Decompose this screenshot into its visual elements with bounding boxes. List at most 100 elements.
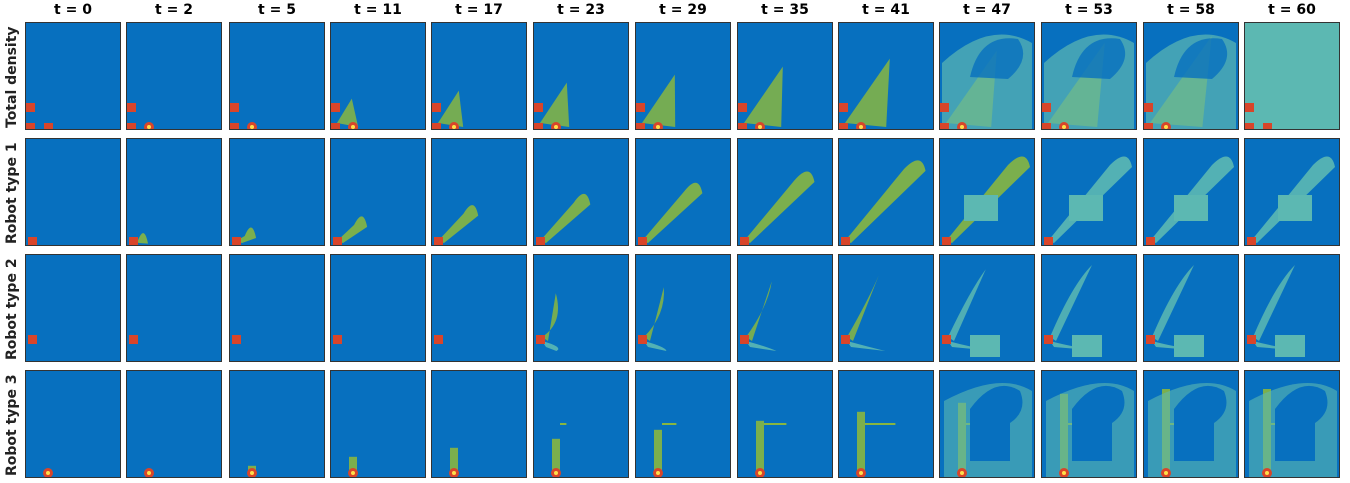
density-panel — [939, 370, 1035, 478]
density-panel — [1244, 138, 1340, 246]
density-panel — [1143, 370, 1239, 478]
density-region — [552, 438, 560, 473]
density-panel — [1244, 254, 1340, 362]
density-panel — [330, 254, 426, 362]
robot-marker — [1146, 335, 1155, 344]
density-region — [1069, 195, 1103, 221]
robot-marker — [232, 237, 241, 245]
obstacle-region — [970, 423, 1010, 461]
robot-marker — [348, 122, 358, 129]
robot-marker — [1144, 123, 1153, 129]
robot-marker — [841, 237, 850, 245]
density-map — [536, 293, 559, 351]
column-title: t = 41 — [862, 2, 910, 18]
density-map — [638, 182, 703, 245]
density-region — [644, 341, 667, 351]
obstacle-region — [1174, 423, 1214, 461]
density-region — [865, 423, 896, 425]
density-region — [970, 335, 1000, 357]
density-map — [942, 156, 1030, 245]
density-panel — [939, 22, 1035, 130]
density-panel — [431, 254, 527, 362]
robot-marker — [127, 103, 136, 112]
robot-marker — [1263, 123, 1272, 129]
robot-marker — [331, 123, 340, 129]
density-region — [1253, 341, 1305, 351]
density-map — [129, 335, 138, 344]
column-title: t = 60 — [1268, 2, 1316, 18]
density-region — [845, 160, 926, 243]
robot-marker — [26, 103, 35, 112]
column-title: t = 47 — [963, 2, 1011, 18]
density-map — [129, 233, 149, 245]
density-panel — [838, 138, 934, 246]
column-title: t = 11 — [354, 2, 402, 18]
density-panel — [25, 138, 121, 246]
density-map — [43, 468, 53, 477]
density-map — [1042, 34, 1134, 129]
column-title: t = 17 — [455, 2, 503, 18]
robot-marker — [434, 335, 443, 344]
density-region — [857, 411, 865, 473]
density-panel — [1041, 370, 1137, 478]
robot-marker — [839, 123, 848, 129]
density-region — [560, 423, 567, 425]
density-map — [232, 227, 257, 245]
density-region — [1245, 23, 1339, 129]
density-region — [644, 287, 664, 341]
density-map — [232, 335, 241, 344]
density-map — [1046, 383, 1134, 477]
density-map — [127, 103, 154, 129]
robot-marker — [1042, 103, 1051, 112]
density-map — [653, 423, 677, 477]
density-panel — [635, 370, 731, 478]
robot-marker — [432, 123, 441, 129]
robot-marker — [534, 103, 543, 112]
density-map — [738, 66, 783, 129]
robot-marker — [636, 103, 645, 112]
robot-marker — [638, 335, 647, 344]
density-region — [847, 275, 879, 341]
density-panel — [1041, 138, 1137, 246]
robot-marker — [1144, 103, 1153, 112]
density-region — [450, 447, 458, 473]
density-map — [1146, 265, 1204, 357]
column-title: t = 23 — [557, 2, 605, 18]
robot-marker — [841, 335, 850, 344]
robot-marker — [1161, 122, 1171, 129]
density-map — [940, 34, 1032, 129]
density-map — [636, 74, 676, 129]
robot-marker — [232, 335, 241, 344]
robot-marker — [940, 103, 949, 112]
density-panel — [25, 370, 121, 478]
robot-marker — [449, 468, 459, 477]
robot-marker — [957, 468, 967, 477]
density-map — [536, 193, 591, 245]
row-label: Robot type 3 — [4, 374, 20, 476]
density-region — [1253, 265, 1295, 341]
density-panel — [635, 254, 731, 362]
density-panel — [1143, 22, 1239, 130]
density-panel — [25, 22, 121, 130]
robot-marker — [942, 335, 951, 344]
density-panel — [229, 254, 325, 362]
density-panel — [1143, 254, 1239, 362]
density-region — [236, 227, 257, 243]
density-region — [542, 341, 559, 351]
density-map — [638, 287, 667, 351]
density-panel — [533, 138, 629, 246]
density-region — [744, 66, 783, 127]
density-region — [349, 456, 357, 473]
density-region — [1174, 195, 1208, 221]
density-panel — [330, 138, 426, 246]
obstacle-region — [1072, 38, 1126, 79]
robot-marker — [26, 123, 35, 129]
obstacle-region — [1174, 38, 1228, 79]
density-region — [438, 90, 464, 127]
column-title: t = 2 — [155, 2, 193, 18]
density-region — [1278, 195, 1312, 221]
density-region — [756, 420, 764, 473]
density-panel — [126, 370, 222, 478]
robot-marker — [333, 237, 342, 245]
density-panel — [838, 22, 934, 130]
